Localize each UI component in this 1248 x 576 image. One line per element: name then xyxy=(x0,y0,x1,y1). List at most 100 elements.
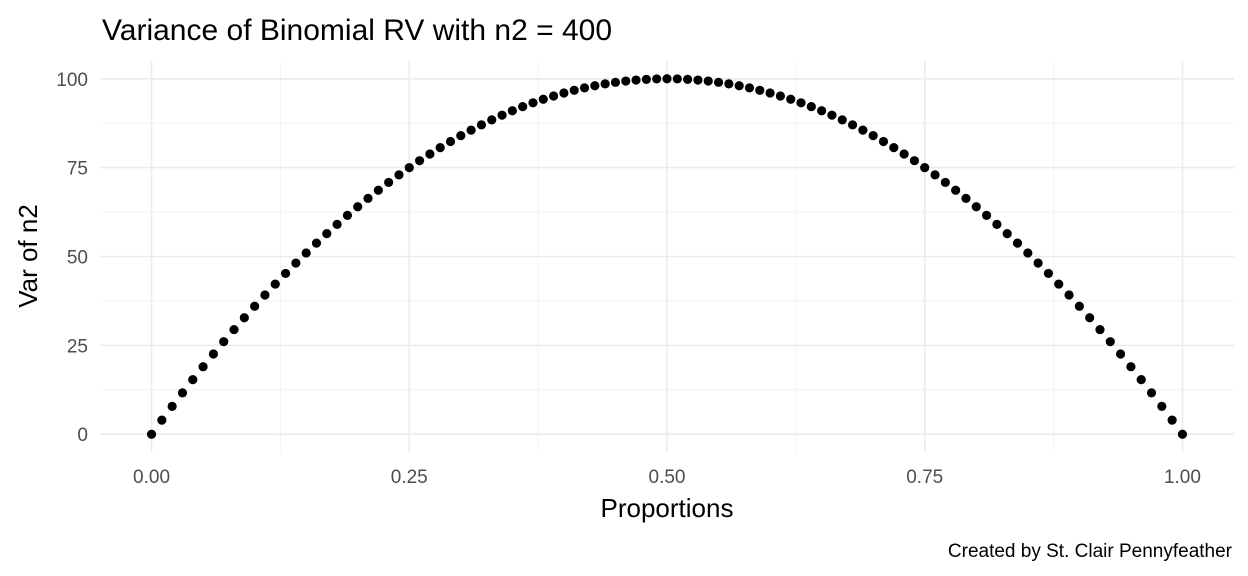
y-axis-title: Var of n2 xyxy=(13,204,43,308)
data-point xyxy=(1095,324,1105,335)
y-tick-label: 0 xyxy=(77,425,88,446)
data-point xyxy=(662,74,672,84)
data-point xyxy=(610,77,621,87)
data-point xyxy=(930,170,940,180)
y-tick-label: 75 xyxy=(67,159,88,180)
data-point xyxy=(1177,429,1188,439)
data-point xyxy=(342,210,353,221)
data-point xyxy=(538,94,548,104)
grid xyxy=(100,61,1234,452)
data-point xyxy=(559,88,569,98)
data-point xyxy=(641,74,651,84)
data-point xyxy=(1157,401,1167,411)
data-point xyxy=(198,362,208,372)
data-point xyxy=(858,125,868,135)
y-tick-label: 25 xyxy=(67,336,88,357)
data-point xyxy=(167,401,177,411)
data-point xyxy=(837,115,847,125)
chart-title: Variance of Binomial RV with n2 = 400 xyxy=(102,14,612,47)
data-point xyxy=(239,313,249,323)
y-tick-label: 50 xyxy=(67,248,88,269)
data-point xyxy=(786,94,796,104)
x-tick-label: 0.75 xyxy=(906,467,943,488)
data-point xyxy=(1002,229,1012,239)
x-tick-label: 1.00 xyxy=(1164,467,1201,488)
data-point xyxy=(847,120,858,130)
y-axis-tick-labels: 0 25 50 75 100 xyxy=(56,70,88,446)
data-point xyxy=(765,88,775,98)
data-point xyxy=(219,337,229,347)
data-point xyxy=(250,301,260,311)
data-point xyxy=(1033,258,1043,268)
data-point xyxy=(157,415,167,425)
data-point xyxy=(600,79,610,89)
data-point xyxy=(868,131,878,141)
data-point xyxy=(1085,313,1095,323)
data-point xyxy=(724,79,734,89)
data-point xyxy=(1064,290,1074,300)
data-point xyxy=(1126,362,1136,372)
data-point xyxy=(549,91,559,101)
data-point xyxy=(146,429,157,439)
data-point xyxy=(414,156,425,166)
data-point xyxy=(590,81,600,91)
data-point xyxy=(920,163,930,173)
data-point xyxy=(899,149,909,159)
data-point xyxy=(280,268,291,279)
data-point xyxy=(466,125,476,135)
data-point xyxy=(435,142,445,153)
data-point xyxy=(188,375,198,385)
data-point xyxy=(775,91,786,101)
data-point xyxy=(208,349,218,359)
data-point xyxy=(621,76,631,86)
data-point xyxy=(260,290,270,300)
data-point xyxy=(951,185,961,195)
data-point xyxy=(713,77,724,87)
data-point xyxy=(1116,349,1126,359)
data-point xyxy=(332,219,342,229)
data-point xyxy=(476,120,487,130)
data-point xyxy=(1074,301,1084,311)
data-point xyxy=(497,110,507,120)
data-point xyxy=(1146,388,1157,398)
data-point xyxy=(1167,415,1177,425)
data-points xyxy=(146,74,1188,439)
data-point xyxy=(456,131,466,141)
x-axis-title: Proportions xyxy=(601,493,734,523)
data-point xyxy=(363,193,373,203)
data-point xyxy=(394,170,404,180)
data-point xyxy=(404,163,414,173)
data-point xyxy=(827,110,837,120)
data-point xyxy=(909,156,920,166)
data-point xyxy=(734,81,744,91)
data-point xyxy=(889,142,899,153)
data-point xyxy=(806,102,816,112)
data-point xyxy=(291,258,301,268)
data-point xyxy=(528,98,538,108)
data-point xyxy=(384,177,394,188)
data-point xyxy=(311,238,322,248)
data-point xyxy=(940,177,950,188)
x-axis-tick-labels: 0.00 0.25 0.50 0.75 1.00 xyxy=(133,467,1201,488)
data-point xyxy=(229,324,239,335)
data-point xyxy=(579,83,590,93)
data-point xyxy=(703,76,713,86)
data-point xyxy=(631,75,641,85)
data-point xyxy=(353,202,363,212)
data-point xyxy=(683,74,693,84)
data-point xyxy=(878,136,889,147)
data-point xyxy=(755,85,765,95)
chart-caption: Created by St. Clair Pennyfeather xyxy=(948,541,1233,562)
data-point xyxy=(992,219,1002,229)
data-point xyxy=(744,83,755,93)
data-point xyxy=(817,106,827,116)
data-point xyxy=(796,98,806,108)
data-point xyxy=(1136,375,1146,385)
data-point xyxy=(971,202,981,212)
y-tick-label: 100 xyxy=(56,70,88,91)
data-point xyxy=(518,102,528,112)
data-point xyxy=(1105,337,1115,347)
data-point xyxy=(507,106,517,116)
data-point xyxy=(672,74,682,84)
